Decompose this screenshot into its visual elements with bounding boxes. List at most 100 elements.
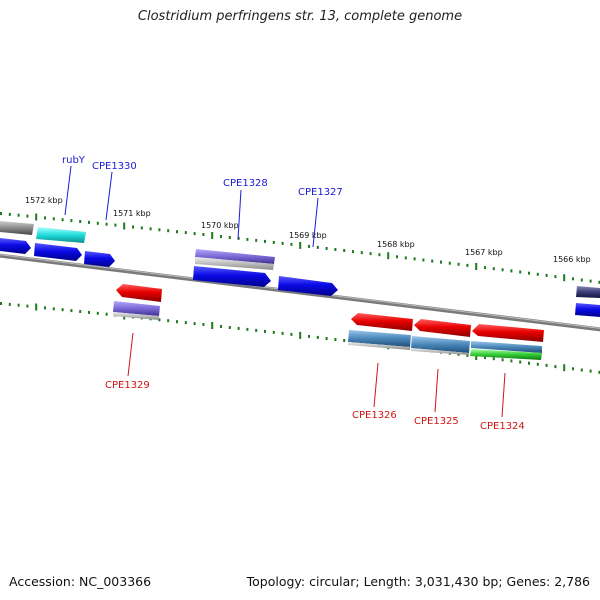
leader-cpe1325	[434, 368, 439, 413]
inner-scale-minor-tick	[88, 310, 90, 314]
leader-cpe1326	[373, 362, 379, 408]
gene-label-cpe1328[interactable]: CPE1328	[223, 178, 268, 189]
cds-arrow-ruby[interactable]	[34, 243, 82, 261]
inner-scale-minor-tick	[167, 319, 170, 323]
outer-scale-major-tick	[299, 241, 302, 249]
outer-scale-minor-tick	[448, 261, 451, 265]
outer-scale-minor-tick	[17, 213, 20, 217]
outer-scale-minor-tick	[378, 253, 381, 257]
gray-feature-left[interactable]	[0, 221, 34, 235]
outer-scale-minor-tick	[492, 267, 495, 271]
outer-scale-minor-tick	[554, 275, 557, 279]
steel-feature-cpe1324[interactable]	[471, 341, 542, 353]
scale-label-1568: 1568 kbp	[377, 240, 415, 249]
gene-label-cpe1327[interactable]: CPE1327	[298, 187, 343, 198]
outer-scale-major-tick	[35, 213, 38, 221]
inner-scale-major-tick	[563, 364, 566, 372]
cyan-feature-ruby[interactable]	[36, 227, 86, 243]
scale-label-1572: 1572 kbp	[25, 196, 63, 205]
outer-scale-minor-tick	[325, 247, 328, 250]
inner-scale-minor-tick	[105, 312, 108, 316]
outer-scale-minor-tick	[290, 242, 293, 246]
inner-scale-minor-tick	[545, 363, 548, 367]
outer-scale-major-tick	[123, 222, 126, 230]
cds-arrow-cpe1326[interactable]	[351, 313, 413, 331]
outer-scale-major-tick	[211, 232, 214, 239]
inner-scale-minor-tick	[96, 311, 99, 315]
cds-arrow-left[interactable]	[0, 238, 31, 254]
outer-scale-minor-tick	[255, 238, 258, 242]
outer-scale-minor-tick	[132, 225, 134, 229]
outer-scale-minor-tick	[598, 280, 600, 284]
cds-arrow-cpe1329[interactable]	[116, 284, 162, 302]
gene-label-ruby[interactable]: rubY	[62, 155, 86, 166]
inner-scale-minor-tick	[492, 357, 495, 361]
cds-arrow-cpe1328[interactable]	[193, 266, 271, 287]
inner-scale-minor-tick	[290, 332, 293, 336]
navy-feature-right[interactable]	[576, 286, 600, 298]
forward-cds	[0, 238, 600, 317]
outer-scale-minor-tick	[572, 277, 574, 281]
gene-label-cpe1330[interactable]: CPE1330	[92, 161, 137, 172]
outer-scale-minor-tick	[8, 212, 11, 216]
forward-features	[0, 221, 600, 298]
outer-scale-minor-tick	[167, 229, 170, 233]
gene-label-cpe1325[interactable]: CPE1325	[414, 416, 459, 427]
outer-scale-minor-tick	[545, 273, 548, 277]
scale-label-1569: 1569 kbp	[289, 231, 327, 240]
outer-scale-minor-tick	[431, 259, 434, 263]
inner-scale-major-tick	[211, 322, 214, 329]
gene-label-cpe1329[interactable]: CPE1329	[105, 380, 150, 391]
outer-scale-minor-tick	[396, 255, 398, 259]
inner-scale-minor-tick	[228, 326, 231, 329]
inner-scale-minor-tick	[79, 310, 82, 313]
inner-scale-minor-tick	[158, 318, 161, 322]
inner-scale-minor-tick	[272, 330, 275, 334]
outer-scale-minor-tick	[308, 244, 310, 248]
outer-scale-minor-tick	[114, 223, 117, 227]
lavender-feature-cpe1329[interactable]	[113, 301, 160, 316]
outer-scale-minor-tick	[343, 249, 346, 252]
inner-scale-minor-tick	[554, 365, 557, 369]
cds-arrow-cpe1325[interactable]	[414, 319, 471, 337]
inner-scale-minor-tick	[466, 353, 469, 357]
inner-scale-minor-tick	[237, 326, 240, 330]
leader-cpe1328	[237, 189, 242, 240]
outer-scale-minor-tick	[52, 217, 55, 221]
inner-scale-minor-tick	[61, 308, 64, 312]
map-title: Clostridium perfringens str. 13, complet…	[137, 9, 463, 24]
inner-scale-minor-tick	[202, 323, 205, 326]
inner-scale-minor-tick	[193, 322, 196, 326]
inner-scale-minor-tick	[519, 360, 522, 364]
steel-feature-cpe1325[interactable]	[411, 336, 470, 353]
outer-scale-minor-tick	[334, 248, 337, 251]
cds-arrow-cpe1327[interactable]	[278, 276, 338, 296]
inner-scale-minor-tick	[501, 358, 504, 362]
outer-scale-minor-tick	[61, 218, 64, 222]
scale-label-1566: 1566 kbp	[553, 255, 591, 264]
cds-arrow-cpe1330[interactable]	[84, 251, 115, 267]
outer-scale-minor-tick	[404, 256, 407, 260]
inner-scale-major-tick	[299, 331, 302, 339]
cds-arrow-cpe1324[interactable]	[472, 324, 544, 342]
outer-scale-minor-tick	[176, 230, 178, 234]
inner-scale-minor-tick	[598, 370, 600, 374]
outer-scale-minor-tick	[528, 271, 530, 275]
inner-scale-minor-tick	[334, 338, 337, 341]
outer-scale-minor-tick	[79, 220, 82, 223]
inner-scale-minor-tick	[176, 320, 178, 324]
steel-feature-cpe1326[interactable]	[348, 330, 411, 347]
gene-label-cpe1324[interactable]: CPE1324	[480, 421, 525, 432]
inner-scale-minor-tick	[308, 334, 310, 338]
outer-scale-minor-tick	[272, 240, 275, 244]
cds-arrow-right[interactable]	[575, 303, 600, 317]
outer-scale-minor-tick	[422, 258, 425, 262]
outer-scale-minor-tick	[589, 279, 592, 283]
inner-scale-minor-tick	[0, 302, 2, 305]
green-feature-cpe1324[interactable]	[470, 349, 542, 360]
inner-scale-major-tick	[35, 303, 38, 311]
inner-scale-minor-tick	[255, 328, 258, 332]
gene-label-cpe1326[interactable]: CPE1326	[352, 410, 397, 421]
outer-scale-minor-tick	[88, 220, 90, 224]
lavender-feature-cpe1328[interactable]	[195, 249, 275, 264]
